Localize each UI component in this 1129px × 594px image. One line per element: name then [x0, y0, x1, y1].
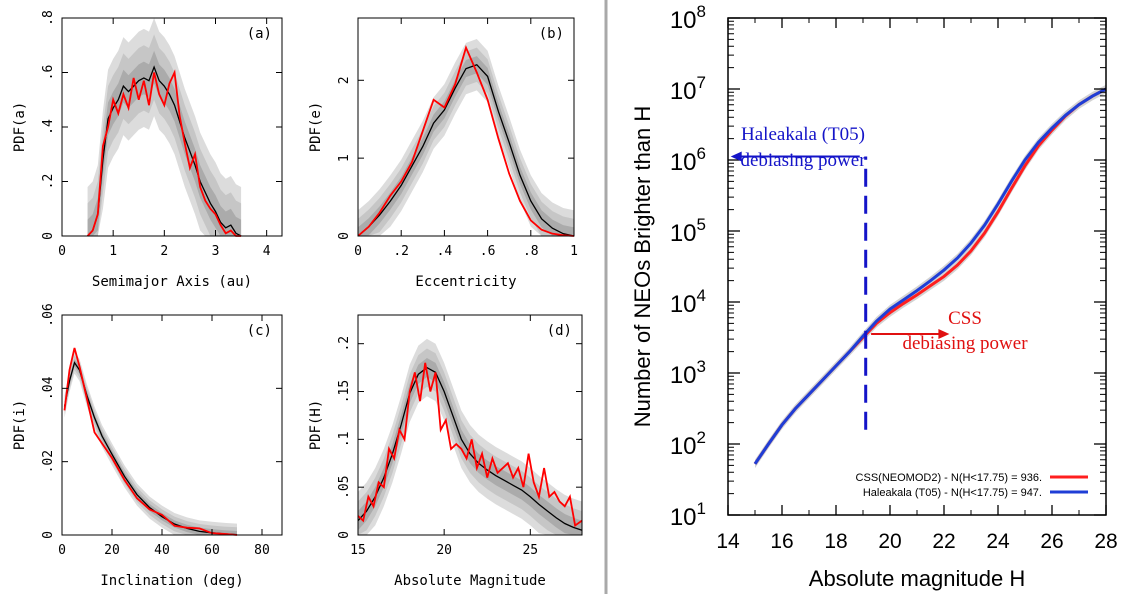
y-tick-label: .15	[337, 380, 352, 403]
panel-c: 0 20 40 60 80 0 .02 .04 .06 (c) Inclination (deg) P…	[12, 303, 283, 589]
x-tick-label: 28	[1094, 530, 1117, 553]
panel-b: 0 .2 .4 .6 .8 1 0 1 2 (b) Eccentricity PDF(e)	[308, 17, 578, 290]
y-tick-label: 104	[670, 286, 706, 318]
x-tick-label: 20	[436, 543, 452, 558]
panel-label: (a)	[247, 26, 272, 42]
haleakala-line	[753, 87, 1107, 465]
uncertainty-band	[358, 56, 574, 237]
x-tick-label: 25	[522, 543, 538, 558]
y-tick-label: .06	[41, 303, 56, 326]
x-tick-label: 80	[254, 543, 270, 558]
uncertainty-band	[755, 84, 1106, 469]
css-annotation-line1: CSS	[948, 308, 982, 329]
haleakala-annotation-line1: Haleakala (T05)	[741, 124, 865, 145]
y-tick-label: 103	[670, 357, 706, 389]
arrow-head-icon	[730, 151, 742, 162]
arrow-head-icon	[938, 328, 950, 339]
observed-line	[357, 362, 583, 527]
legend-label: CSS(NEOMOD2) - N(H<17.75) = 936.	[856, 472, 1042, 484]
uncertainty-band	[358, 47, 574, 237]
x-tick-label: .4	[437, 244, 453, 259]
y-tick-label: 0	[41, 232, 56, 240]
y-tick-label: 108	[670, 2, 706, 34]
model-line	[357, 366, 583, 531]
x-tick-label: 0	[58, 543, 66, 558]
y-tick-label: .05	[337, 475, 352, 498]
uncertainty-band	[64, 351, 237, 535]
y-tick-label: .4	[41, 119, 56, 135]
x-tick-label: .2	[393, 244, 409, 259]
x-tick-label: 0	[354, 244, 362, 259]
css-annotation-line2: debiasing power	[902, 333, 1028, 354]
x-tick-label: 1	[570, 244, 578, 259]
x-tick-label: 4	[263, 244, 271, 259]
x-axis-label: Eccentricity	[415, 274, 516, 290]
x-tick-label: 16	[770, 530, 793, 553]
x-tick-label: 22	[932, 530, 955, 553]
x-tick-label: 26	[1040, 530, 1063, 553]
y-axis-label: PDF(e)	[308, 102, 324, 153]
observed-line	[86, 69, 242, 237]
x-axis-label: Absolute Magnitude	[394, 573, 546, 589]
model-line	[357, 63, 575, 237]
y-tick-label: 2	[337, 76, 352, 84]
x-tick-label: 14	[716, 530, 740, 553]
y-tick-label: 107	[670, 73, 706, 105]
x-tick-label: .8	[523, 244, 539, 259]
x-tick-label: 40	[154, 543, 170, 558]
panel-d: 15 20 25 0 .05 .1 .15 .2 (d) Absolute Magnitude PD…	[308, 314, 583, 589]
plot-frame	[357, 314, 583, 536]
y-axis-label: PDF(i)	[12, 400, 28, 451]
observed-line	[357, 44, 575, 237]
x-tick-label: 20	[878, 530, 901, 553]
y-axis-label: Number of NEOs Brighter than H	[630, 106, 655, 428]
model-line	[87, 65, 242, 237]
x-tick-label: 18	[824, 530, 847, 553]
plot-frame	[357, 17, 575, 237]
panel-label: (d)	[547, 323, 572, 339]
y-tick-label: 0	[337, 232, 352, 240]
y-tick-label: 101	[670, 499, 706, 531]
x-tick-label: 60	[204, 543, 220, 558]
panel-label: (b)	[539, 26, 564, 42]
observed-line	[63, 347, 238, 536]
y-tick-label: .6	[41, 65, 56, 81]
x-tick-label: 2	[160, 244, 168, 259]
x-tick-label: .6	[480, 244, 496, 259]
x-axis-label: Semimajor Axis (au)	[92, 274, 252, 290]
x-axis-label: Inclination (deg)	[100, 573, 243, 589]
model-line	[63, 361, 238, 536]
uncertainty-band	[87, 50, 242, 237]
y-tick-label: 0	[337, 531, 352, 539]
panel-label: (c)	[247, 323, 272, 339]
y-axis-label: PDF(H)	[308, 400, 324, 451]
y-axis-label: PDF(a)	[12, 102, 28, 153]
y-tick-label: 102	[670, 428, 706, 460]
y-tick-label: 105	[670, 215, 706, 247]
y-tick-label: .2	[337, 336, 352, 352]
y-tick-label: 0	[41, 531, 56, 539]
plot-frame	[61, 314, 283, 536]
x-tick-label: 0	[58, 244, 66, 259]
plot-frame	[727, 17, 1107, 516]
y-tick-label: 106	[670, 144, 706, 176]
x-axis-label: Absolute magnitude H	[809, 566, 1025, 591]
x-tick-label: 1	[109, 244, 117, 259]
x-tick-label: 20	[104, 543, 120, 558]
x-tick-label: 24	[986, 530, 1010, 553]
y-tick-label: 1	[337, 154, 352, 162]
y-tick-label: .1	[337, 432, 352, 448]
haleakala-annotation-line2: debiasing power	[740, 150, 866, 171]
y-tick-label: .04	[41, 376, 56, 400]
y-tick-label: .2	[41, 174, 56, 190]
cumulative-chart: 14 16 18 20 22 24 26 28 101 102 103 104 105 106 107 108…	[630, 2, 1118, 591]
panel-a: 0 1 2 3 4 0 .2 .4 .6 .8 (a) Semimajor Axis (au) PDF(…	[12, 10, 283, 290]
y-tick-label: .02	[41, 450, 56, 473]
legend-label: Haleakala (T05) - N(H<17.75) = 947.	[863, 487, 1042, 499]
x-tick-label: 3	[212, 244, 220, 259]
x-tick-label: 15	[350, 543, 366, 558]
y-tick-label: .8	[41, 10, 56, 26]
